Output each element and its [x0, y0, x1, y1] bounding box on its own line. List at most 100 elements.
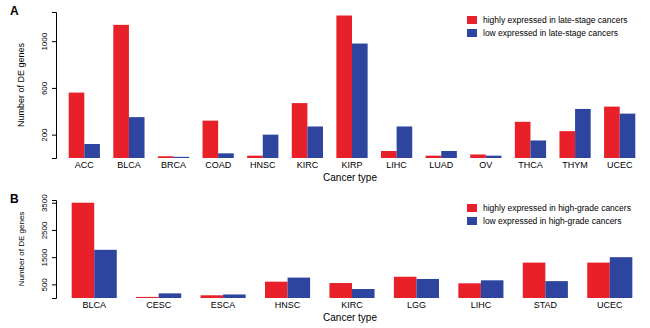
- bar: [223, 294, 246, 298]
- bar: [515, 122, 531, 158]
- bar: [458, 283, 481, 298]
- y-tick: 600: [40, 81, 56, 95]
- x-tick-label: STAD: [534, 300, 558, 310]
- x-tick: LUAD: [429, 159, 454, 170]
- y-tick-mark: [52, 135, 56, 136]
- bar: [523, 263, 546, 298]
- bar: [530, 140, 546, 158]
- bar: [397, 126, 413, 158]
- x-tick-label: LIHC: [386, 160, 407, 170]
- bar: [174, 157, 190, 158]
- legend-label: highly expressed in high-grade cancers: [483, 203, 631, 213]
- y-tick: 3500: [40, 194, 56, 212]
- x-tick: KIRC: [341, 299, 363, 310]
- bar: [69, 93, 85, 158]
- x-tick-label: THCA: [518, 160, 543, 170]
- x-tick-label: KIRC: [297, 160, 319, 170]
- y-tick-label: 500: [40, 278, 49, 292]
- bar: [136, 297, 159, 298]
- y-tick: 2500: [40, 221, 56, 239]
- bar: [203, 121, 219, 158]
- panel-title: B: [10, 192, 19, 206]
- x-tick: ESCA: [211, 299, 236, 310]
- x-tick: THYM: [562, 159, 588, 170]
- x-axis-title: Cancer type: [323, 312, 377, 323]
- bar: [288, 278, 311, 298]
- bar: [587, 263, 610, 298]
- bar: [441, 151, 457, 158]
- bar: [113, 25, 129, 158]
- y-tick-mark: [52, 230, 56, 231]
- y-axis: 500 1500 2500 3500: [40, 194, 57, 299]
- x-tick-label: LGG: [407, 300, 426, 310]
- x-tick-label: ESCA: [211, 300, 236, 310]
- bar: [426, 156, 442, 158]
- x-tick: BRCA: [161, 159, 186, 170]
- y-tick-label: 1500: [40, 248, 49, 266]
- bar: [265, 282, 288, 298]
- x-tick: UCEC: [597, 299, 623, 310]
- legend: highly expressed in late-stage cancers lo…: [467, 15, 628, 38]
- x-tick: BLCA: [82, 299, 106, 310]
- bar: [84, 144, 100, 158]
- x-axis: BLCA CESC ESCA HNSC KIRC LGG LIHC STAD UCEC: [82, 299, 623, 310]
- x-tick: UCEC: [607, 159, 633, 170]
- y-tick-mark: [52, 257, 56, 258]
- bar: [610, 257, 633, 298]
- x-axis: ACC BLCA BRCA COAD HNSC KIRC KIRP LIHC LUAD OV THC…: [75, 159, 633, 170]
- y-tick-label: 2500: [40, 221, 49, 239]
- x-tick-label: CESC: [146, 300, 172, 310]
- x-tick: LIHC: [471, 299, 492, 310]
- bar: [129, 117, 145, 158]
- x-tick: CESC: [146, 299, 172, 310]
- bar: [329, 283, 352, 298]
- bar: [352, 44, 368, 158]
- x-tick: KIRC: [297, 159, 319, 170]
- y-axis-title: Number of DE genes: [16, 42, 26, 127]
- bar: [158, 156, 174, 158]
- y-tick-mark: [52, 203, 56, 204]
- bar: [575, 109, 591, 158]
- y-tick: 500: [40, 278, 56, 292]
- legend-swatch: [467, 204, 477, 212]
- bar: [94, 250, 117, 298]
- y-axis-title: Number of DE genes: [17, 212, 26, 287]
- legend-swatch: [467, 16, 477, 24]
- y-tick-label: 3500: [40, 194, 49, 212]
- bar: [481, 280, 504, 298]
- y-tick-mark: [52, 41, 56, 42]
- legend-label: highly expressed in late-stage cancers: [483, 15, 628, 25]
- x-axis-title: Cancer type: [323, 172, 377, 183]
- bar: [394, 277, 417, 298]
- bar: [292, 103, 308, 158]
- y-tick-label: 1000: [40, 32, 49, 50]
- x-tick-label: COAD: [205, 160, 232, 170]
- legend-label: low expressed in late-stage cancers: [483, 28, 618, 38]
- x-tick-label: KIRP: [341, 160, 362, 170]
- x-tick-label: HNSC: [250, 160, 276, 170]
- x-tick-label: LUAD: [429, 160, 454, 170]
- x-tick: THCA: [518, 159, 543, 170]
- bar: [307, 126, 323, 158]
- bar: [416, 279, 439, 298]
- x-tick-label: HNSC: [275, 300, 301, 310]
- y-tick-label: 600: [40, 81, 49, 95]
- y-tick: 1500: [40, 248, 56, 266]
- x-tick: BLCA: [117, 159, 141, 170]
- y-tick-label: 200: [40, 128, 49, 142]
- x-tick: KIRP: [341, 159, 362, 170]
- y-tick-mark: [52, 284, 56, 285]
- bar: [470, 154, 486, 158]
- bars: [69, 16, 636, 158]
- x-tick-label: THYM: [562, 160, 588, 170]
- x-tick: LGG: [407, 299, 426, 310]
- bars: [72, 203, 633, 298]
- y-axis: 200 600 1000: [40, 13, 57, 159]
- x-tick: ACC: [75, 159, 95, 170]
- legend-swatch: [467, 29, 477, 37]
- x-tick: OV: [479, 159, 492, 170]
- bar: [218, 153, 234, 158]
- bar: [159, 293, 182, 298]
- x-tick-label: LIHC: [471, 300, 492, 310]
- bar: [201, 295, 224, 298]
